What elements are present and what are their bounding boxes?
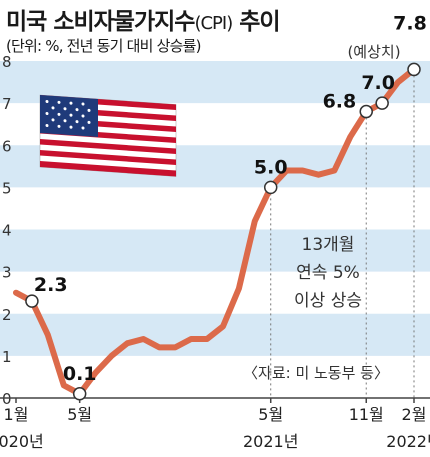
annotation-note-line-1: 13개월 [302,235,355,255]
x-tick-label: 5월 [258,405,283,424]
value-labels: 2.3 0.1 5.0 6.87.0 7.8 [34,12,427,384]
annotation-note-line-2: 연속 5% [296,263,360,283]
y-tick-label: 3 [2,264,12,282]
annotation-note-line-3: 이상 상승 [294,291,362,311]
title-main: 미국 소비자물가지수 [6,9,195,35]
y-tick-label: 4 [2,222,12,240]
data-point-marker [407,62,421,77]
y-tick-labels: 0 1 2 3 4 5 6 7 8 [2,53,12,408]
data-point-marker [25,294,39,308]
grid-bands [0,61,430,356]
x-tick-year-label: 2021년 [243,432,298,451]
title-suffix: 추이 [232,9,280,35]
grid-band [0,61,430,104]
vertical-guides [270,75,415,398]
data-value-label: 7.8 [393,12,427,34]
highlight-markers [25,62,421,401]
source-note: 〈자료: 미 노동부 등〉 [243,364,389,382]
x-tick-label: 1월 [4,405,29,424]
data-value-label: 0.1 [63,363,97,385]
us-flag-icon [39,94,177,177]
data-point-marker [263,180,278,195]
x-tick-label: 2월 [402,405,427,424]
data-point-marker [359,104,373,119]
x-tick-label: 11월 [349,405,384,424]
projection-label: (예상치) [347,43,400,61]
chart-subtitle: (단위: %, 전년 동기 대비 상승률) [6,37,201,55]
x-tick-label: 5월 [67,405,92,424]
data-value-label: 5.0 [254,156,288,178]
x-tick-year-label: 2020년 [0,432,44,451]
data-point-marker [72,387,87,401]
y-tick-label: 2 [2,306,12,324]
y-tick-label: 8 [2,53,12,71]
y-tick-label: 5 [2,179,12,197]
data-value-label: 7.0 [361,72,395,94]
y-tick-label: 1 [2,348,12,366]
chart-title: 미국 소비자물가지수(CPI) 추이 [6,2,281,36]
data-point-marker [375,96,389,110]
y-tick-label: 7 [2,95,12,113]
data-value-label: 6.8 [323,91,357,113]
x-ticks: 1월 2020년 5월 5월 2021년 11월 2월 2022년 [0,398,430,451]
title-paren: (CPI) [194,13,233,34]
y-tick-label: 6 [2,137,12,155]
grid-band [0,229,430,272]
data-value-label: 2.3 [34,274,68,296]
x-tick-year-label: 2022년 [386,432,430,451]
y-tick-label: 0 [2,390,12,408]
